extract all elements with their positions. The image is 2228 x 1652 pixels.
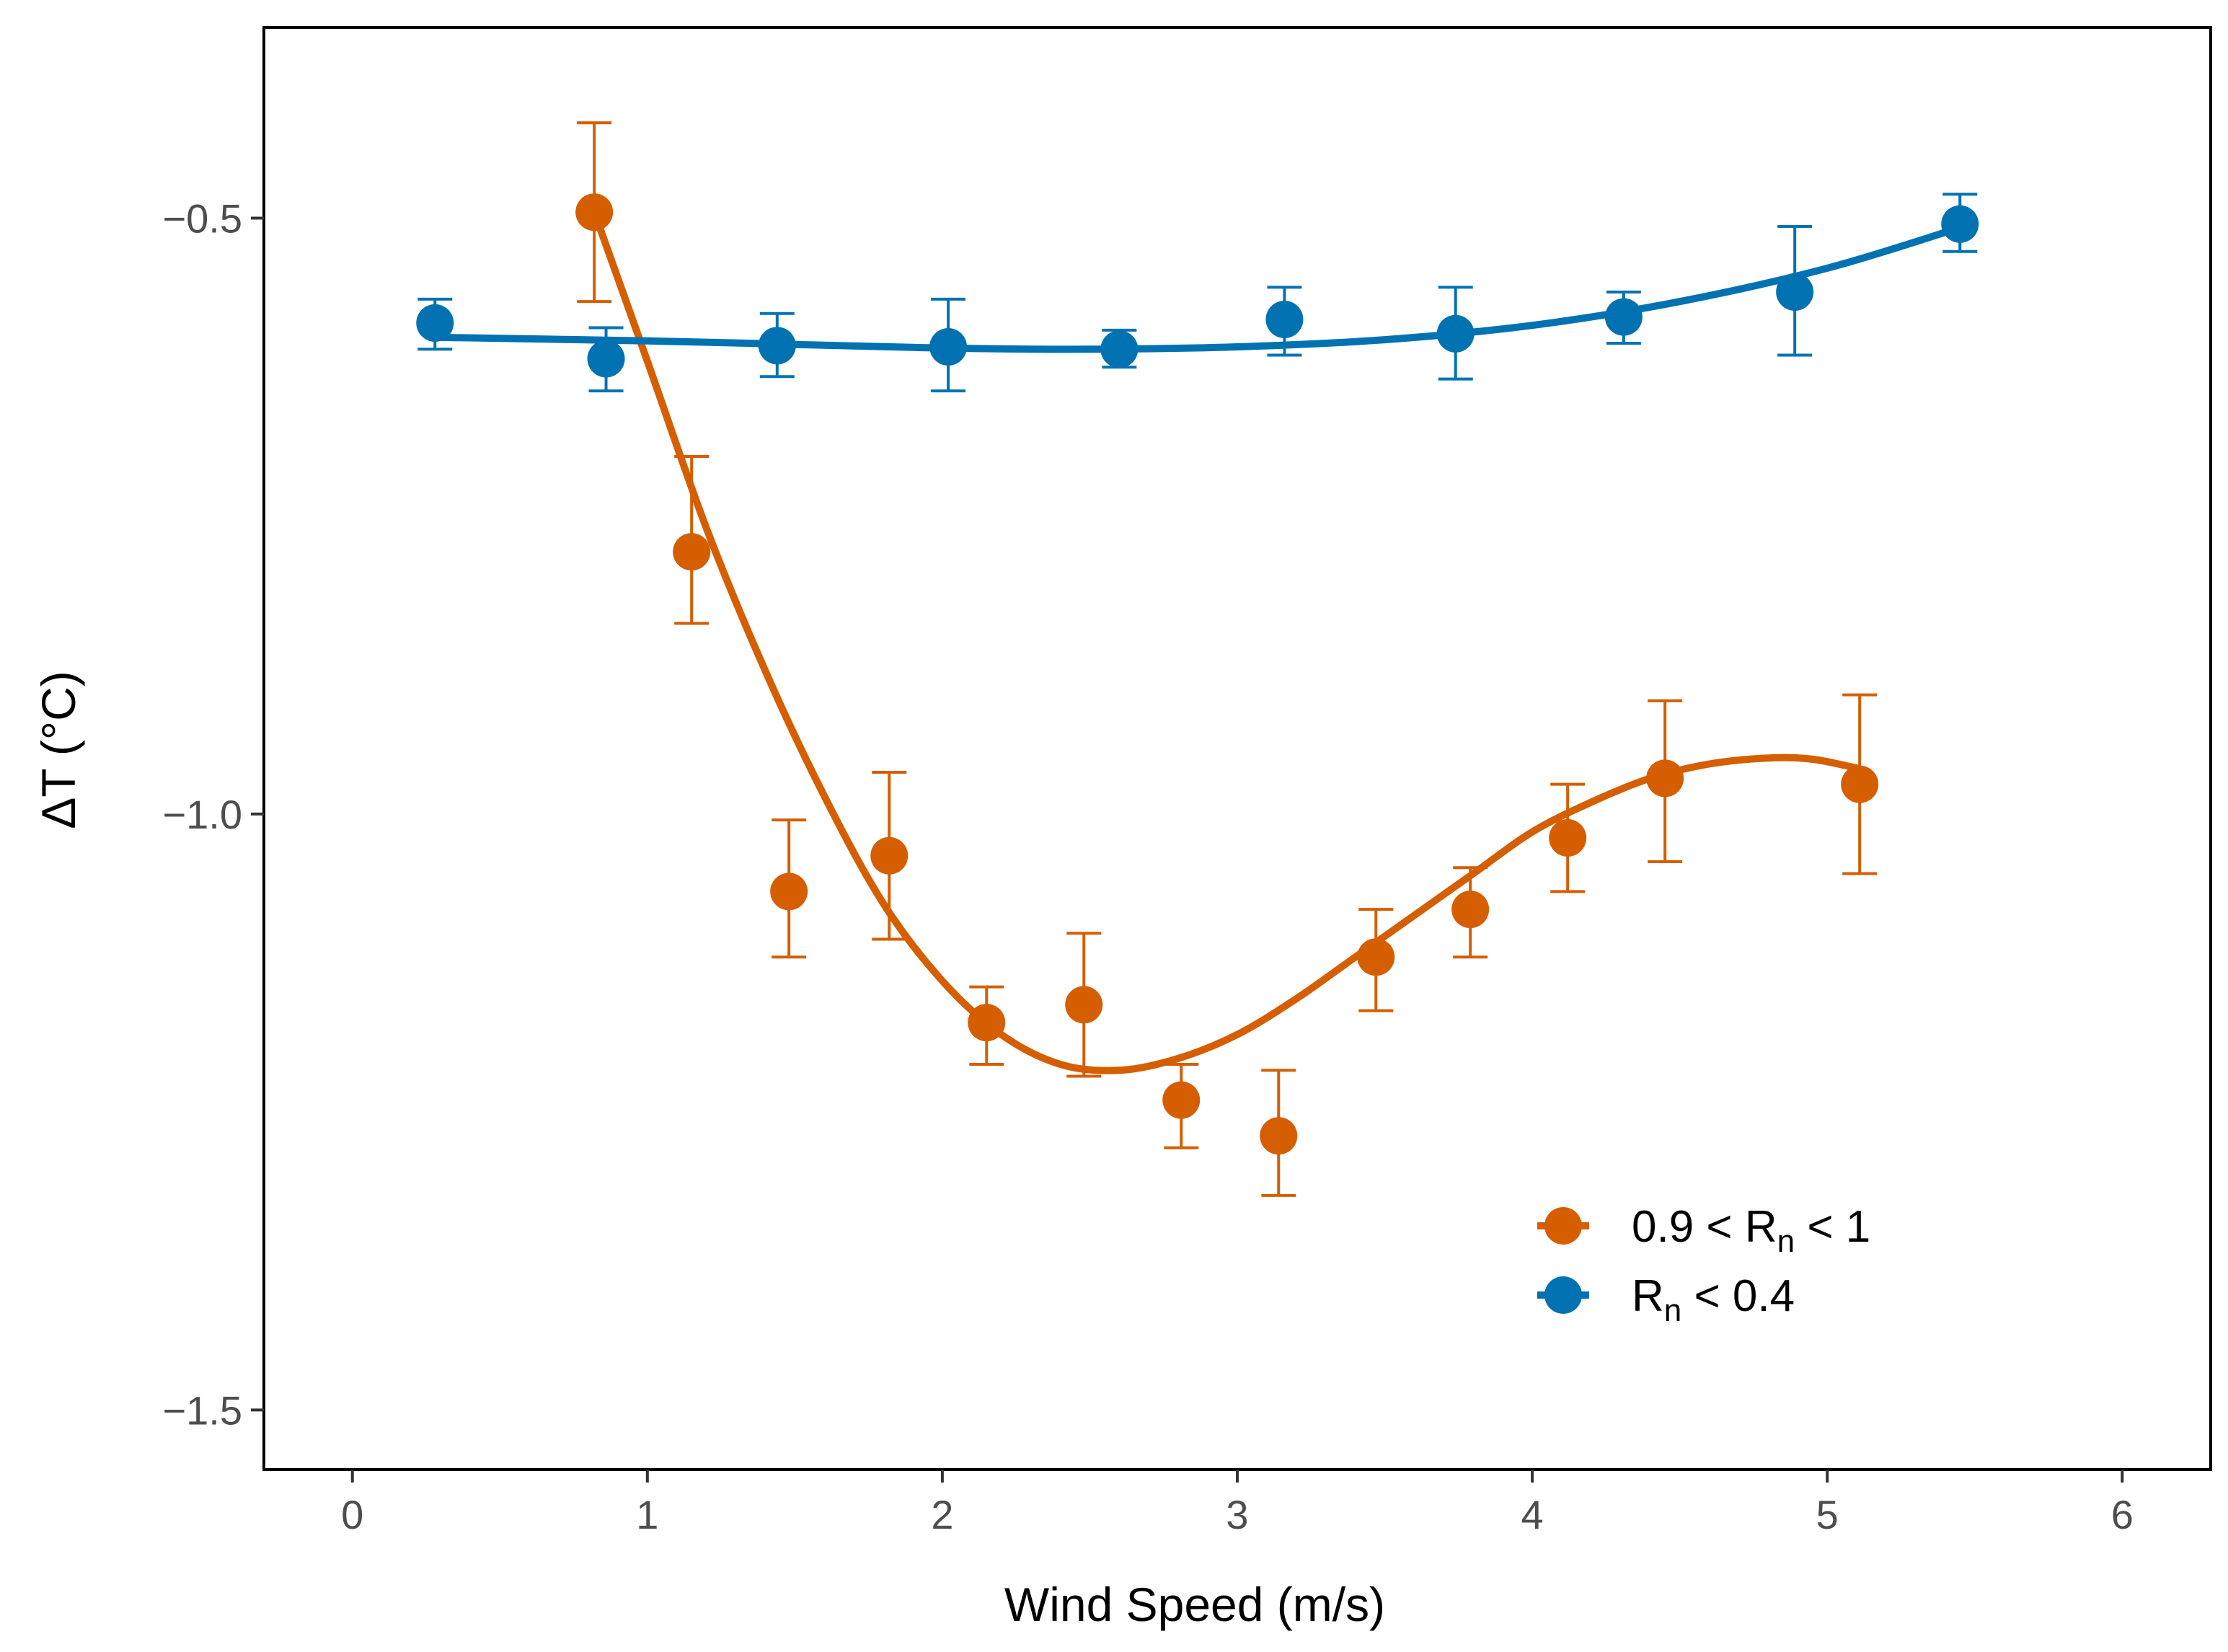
data-point [870, 836, 909, 875]
data-point [1260, 1117, 1298, 1155]
legend-key-marker [1544, 1276, 1582, 1314]
legend-item-0: 0.9 < Rn < 1 [1537, 1202, 1870, 1259]
legend-label-subscript: n [1777, 1224, 1795, 1259]
legend: 0.9 < Rn < 1Rn < 0.4 [1537, 1202, 1870, 1328]
data-point [1841, 765, 1879, 803]
x-tick-label: 2 [931, 1492, 953, 1537]
data-points [416, 193, 1979, 1155]
x-tick-label: 0 [341, 1492, 363, 1537]
x-tick-label: 5 [1816, 1492, 1839, 1537]
data-point [1100, 330, 1139, 368]
data-point [770, 873, 808, 911]
data-point [1265, 300, 1304, 338]
data-point [1604, 298, 1643, 336]
plot-panel [262, 26, 2212, 1471]
legend-label-subscript: n [1664, 1293, 1681, 1328]
data-point [1941, 205, 1979, 243]
data-point [1357, 938, 1395, 976]
data-point [1549, 818, 1587, 857]
data-point [587, 340, 625, 378]
legend-label-main: 0.9 < R [1632, 1202, 1777, 1252]
data-point [575, 193, 614, 231]
y-tick-label: −0.5 [162, 195, 242, 241]
y-tick-label: −1.5 [162, 1387, 242, 1433]
x-tick-label: 6 [2111, 1492, 2134, 1537]
y-tick-label: −1.0 [162, 792, 242, 837]
x-axis-title: Wind Speed (m/s) [1004, 1578, 1385, 1631]
legend-label-main: R [1632, 1271, 1664, 1321]
legend-label-tail: < 0.4 [1681, 1271, 1795, 1321]
fit-curves [431, 208, 1964, 1074]
data-point [673, 533, 711, 571]
data-point [1776, 273, 1814, 311]
fit-curve-series-0 [591, 208, 1864, 1074]
legend-item-1: Rn < 0.4 [1537, 1271, 1795, 1328]
x-tick-label: 1 [636, 1492, 658, 1537]
legend-label: Rn < 0.4 [1632, 1271, 1795, 1328]
data-point [1646, 759, 1684, 798]
data-point [1065, 986, 1103, 1024]
fit-curve-series-1 [431, 224, 1964, 353]
legend-label-tail: < 1 [1795, 1202, 1870, 1252]
data-point [416, 304, 454, 342]
x-tick-label: 3 [1226, 1492, 1248, 1537]
y-axis-ticks: −0.5 −1.0 −1.5 [162, 195, 264, 1433]
data-point [1436, 314, 1475, 353]
legend-key-marker [1544, 1207, 1582, 1245]
data-point [929, 327, 968, 366]
x-tick-label: 4 [1521, 1492, 1544, 1537]
x-axis-ticks: 0 1 2 3 4 5 6 [341, 1470, 2134, 1537]
data-point [758, 327, 796, 365]
data-point [1451, 891, 1490, 929]
data-point [1162, 1081, 1201, 1119]
legend-label: 0.9 < Rn < 1 [1632, 1202, 1870, 1259]
y-axis-title: ΔT (°C) [32, 671, 85, 829]
data-point [968, 1004, 1006, 1042]
